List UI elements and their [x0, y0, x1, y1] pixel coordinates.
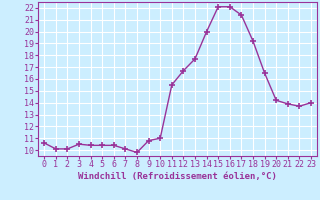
X-axis label: Windchill (Refroidissement éolien,°C): Windchill (Refroidissement éolien,°C) [78, 172, 277, 181]
